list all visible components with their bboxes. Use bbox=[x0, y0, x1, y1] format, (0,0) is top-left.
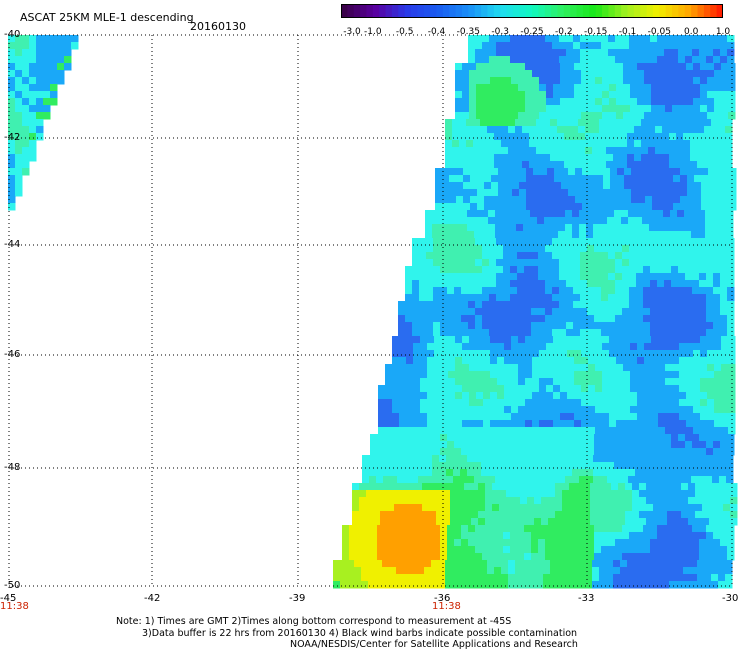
colorbar-tick-label: -0.3 bbox=[491, 27, 509, 37]
colorbar-segment bbox=[563, 4, 571, 18]
colorbar-tick-label: -0.25 bbox=[520, 27, 544, 37]
colorbar-segment bbox=[411, 4, 418, 18]
colorbar-segment bbox=[627, 4, 635, 18]
lon-label: -45 bbox=[0, 593, 17, 604]
colorbar-segment bbox=[341, 4, 348, 18]
colorbar-segment bbox=[621, 4, 629, 18]
colorbar-segment bbox=[665, 4, 673, 18]
lat-label: -48 bbox=[4, 462, 21, 473]
colorbar-segment bbox=[474, 4, 482, 18]
colorbar-frame bbox=[341, 4, 723, 18]
colorbar-segment bbox=[493, 4, 501, 18]
colorbar-segment bbox=[595, 4, 603, 18]
colorbar-segment bbox=[576, 4, 584, 18]
lat-label: -44 bbox=[4, 239, 21, 250]
colorbar-segment bbox=[551, 4, 559, 18]
colorbar-tick-label: -1.0 bbox=[364, 27, 382, 37]
colorbar-segment bbox=[436, 4, 444, 18]
colorbar-tick-label: -0.2 bbox=[555, 27, 573, 37]
colorbar-segment bbox=[703, 4, 711, 18]
lat-label: -42 bbox=[4, 132, 21, 143]
footnote-line-3: NOAA/NESDIS/Center for Satellite Applica… bbox=[290, 639, 578, 650]
colorbar-segment bbox=[710, 4, 718, 18]
colorbar-segment bbox=[532, 4, 539, 18]
colorbar-segment bbox=[398, 4, 406, 18]
lat-label: -50 bbox=[4, 580, 21, 591]
colorbar-tick-label: -0.5 bbox=[395, 27, 414, 37]
lat-lon-grid bbox=[8, 34, 733, 587]
colorbar-segment bbox=[652, 4, 660, 18]
colorbar-segment bbox=[684, 4, 692, 18]
time-label: 11:38 bbox=[432, 601, 461, 612]
colorbar-tick-label: -0.4 bbox=[427, 27, 446, 37]
colorbar-segment bbox=[372, 4, 380, 18]
right-swath-field bbox=[333, 35, 738, 589]
colorbar-segment bbox=[640, 4, 648, 18]
colorbar-segment bbox=[417, 4, 425, 18]
footnote-line-1: Note: 1) Times are GMT 2)Times along bot… bbox=[116, 616, 512, 627]
colorbar-segment bbox=[646, 4, 654, 18]
time-label: 11:38 bbox=[0, 601, 29, 612]
colorbar-segment bbox=[659, 4, 667, 18]
colorbar-segment bbox=[570, 4, 578, 18]
colorbar-segment bbox=[481, 4, 489, 18]
map-title: ASCAT 25KM MLE-1 descending bbox=[20, 11, 194, 24]
lon-label: -30 bbox=[722, 593, 739, 604]
colorbar-segment bbox=[468, 4, 476, 18]
footnote-line-2: 3)Data buffer is 22 hrs from 20160130 4)… bbox=[142, 627, 578, 639]
colorbar bbox=[341, 4, 723, 18]
colorbar-segment bbox=[519, 4, 527, 18]
colorbar-segment bbox=[608, 4, 616, 18]
lon-label: -33 bbox=[578, 593, 595, 604]
lon-label: -42 bbox=[144, 593, 161, 604]
colorbar-segment bbox=[697, 4, 705, 18]
lon-label: -36 bbox=[434, 593, 451, 604]
colorbar-segment bbox=[347, 4, 355, 18]
colorbar-segment bbox=[614, 4, 622, 18]
colorbar-segment bbox=[678, 4, 686, 18]
colorbar-segment bbox=[633, 4, 641, 18]
colorbar-segment bbox=[430, 4, 438, 18]
colorbar-tick-label: -0.35 bbox=[456, 27, 480, 37]
footnote-block: Note: 1) Times are GMT 2)Times along bot… bbox=[116, 616, 578, 651]
colorbar-segment bbox=[449, 4, 457, 18]
colorbar-segment bbox=[500, 4, 508, 18]
map-date: 20160130 bbox=[190, 20, 246, 33]
colorbar-segment bbox=[423, 4, 431, 18]
colorbar-segment bbox=[672, 4, 680, 18]
colorbar-segment bbox=[360, 4, 368, 18]
colorbar-tick-label: -0.1 bbox=[618, 27, 637, 37]
colorbar-segment bbox=[353, 4, 361, 18]
colorbar-segment bbox=[691, 4, 699, 18]
colorbar-tick-label: -0.05 bbox=[647, 27, 671, 37]
colorbar-segment bbox=[538, 4, 546, 18]
colorbar-segment bbox=[506, 4, 514, 18]
colorbar-segment bbox=[589, 4, 597, 18]
colorbar-segment bbox=[487, 4, 495, 18]
lat-label: -46 bbox=[4, 349, 21, 360]
colorbar-segment bbox=[461, 4, 469, 18]
colorbar-tick-label: -0.15 bbox=[584, 27, 608, 37]
colorbar-tick-label: 1.0 bbox=[715, 27, 731, 37]
lon-label: -39 bbox=[289, 593, 306, 604]
colorbar-tick-label: -3.0 bbox=[343, 27, 361, 37]
colorbar-tick-label: 0.0 bbox=[683, 27, 699, 37]
left-swath-strip bbox=[8, 35, 79, 211]
lat-label: -40 bbox=[4, 29, 21, 40]
colorbar-segment bbox=[379, 4, 387, 18]
colorbar-segment bbox=[455, 4, 463, 18]
colorbar-segment bbox=[512, 4, 520, 18]
colorbar-segment bbox=[404, 4, 412, 18]
colorbar-segment bbox=[602, 4, 609, 18]
colorbar-segment bbox=[366, 4, 374, 18]
colorbar-segment bbox=[544, 4, 552, 18]
colorbar-segment bbox=[557, 4, 565, 18]
colorbar-segment bbox=[582, 4, 590, 18]
colorbar-segment bbox=[391, 4, 399, 18]
colorbar-segment bbox=[442, 4, 450, 18]
colorbar-segment bbox=[716, 4, 723, 18]
colorbar-segment bbox=[385, 4, 393, 18]
colorbar-segment bbox=[525, 4, 533, 18]
